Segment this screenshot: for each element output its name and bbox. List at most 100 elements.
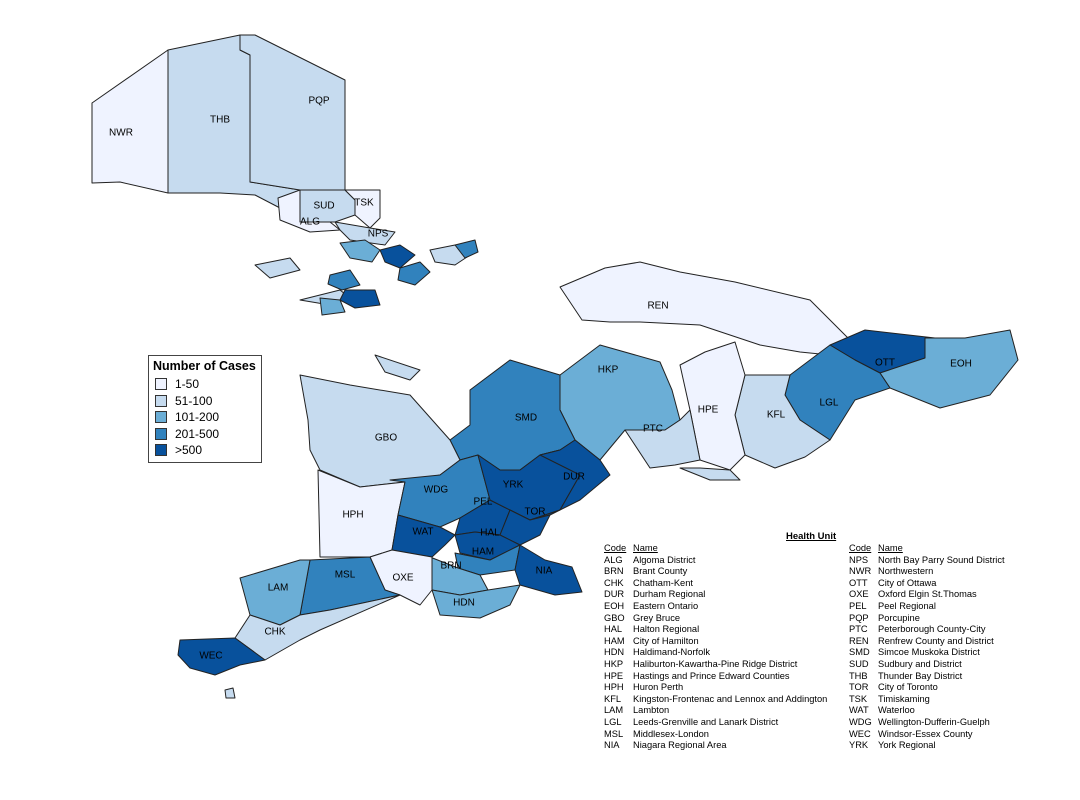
unit-name: Grey Bruce — [633, 612, 681, 623]
unit-name: Sudbury and District — [878, 658, 962, 669]
overview-region — [454, 239, 479, 259]
unit-name: Huron Perth — [633, 682, 684, 693]
region-label-pqp: PQP — [308, 96, 329, 107]
unit-name: Kingston-Frontenac and Lennox and Adding… — [633, 693, 828, 704]
unit-code: WEC — [849, 728, 871, 739]
legend-item: 1-50 — [153, 376, 257, 393]
overview-region — [397, 261, 431, 286]
region-label-eoh: EOH — [950, 359, 972, 370]
unit-code: NWR — [849, 566, 872, 577]
unit-code: OXE — [849, 589, 869, 600]
land-fragment — [374, 354, 421, 381]
table-row: PTC Peterborough County-City — [849, 624, 1005, 636]
region-label-lgl: LGL — [820, 398, 839, 409]
region-label-wec: WEC — [199, 651, 222, 662]
legend-swatch — [155, 444, 167, 457]
region-pqp — [239, 34, 346, 191]
unit-code: CHK — [604, 577, 624, 588]
legend-swatch — [155, 394, 167, 407]
unit-code: THB — [849, 670, 868, 681]
land-fragment — [224, 687, 236, 699]
region-label-nps: NPS — [368, 229, 389, 240]
unit-name: Niagara Regional Area — [633, 740, 727, 751]
unit-code: MSL — [604, 728, 624, 739]
legend-label: 101-200 — [175, 410, 220, 425]
overview-region — [327, 269, 361, 291]
map-legend: Number of Cases 1-50 51-100 101-200 201-500… — [148, 355, 262, 463]
unit-code: HPH — [604, 682, 624, 693]
unit-name: Durham Regional — [633, 589, 706, 600]
unit-code: DUR — [604, 589, 625, 600]
name-header: Name — [633, 543, 658, 553]
region-label-wat: WAT — [412, 527, 433, 538]
table-row: HAM City of Hamilton — [604, 636, 827, 648]
table-row: REN Renfrew County and District — [849, 636, 1005, 648]
unit-code: EOH — [604, 600, 625, 611]
region-alg — [277, 189, 341, 233]
table-row: EOH Eastern Ontario — [604, 601, 827, 613]
table-row: HDN Haldimand-Norfolk — [604, 647, 827, 659]
legend-item: 201-500 — [153, 426, 257, 443]
code-header: Code — [849, 543, 872, 553]
region-label-nia: NIA — [536, 566, 553, 577]
table-row: PEL Peel Regional — [849, 601, 1005, 613]
overview-region — [339, 289, 381, 309]
table-row: CHK Chatham-Kent — [604, 578, 827, 590]
legend-swatch — [155, 427, 167, 440]
unit-code: ALG — [604, 554, 623, 565]
unit-code: TSK — [849, 693, 868, 704]
region-ptc — [624, 409, 701, 469]
unit-name: North Bay Parry Sound District — [878, 554, 1005, 565]
region-label-ren: REN — [647, 301, 668, 312]
region-label-thb: THB — [210, 115, 230, 126]
code-header: Code — [604, 543, 627, 553]
table-row: TSK Timiskaming — [849, 694, 1005, 706]
region-nwr — [91, 49, 169, 194]
region-label-tsk: TSK — [354, 198, 374, 209]
unit-name: Algoma District — [633, 554, 696, 565]
unit-code: SMD — [849, 647, 870, 658]
table-row: GBO Grey Bruce — [604, 613, 827, 625]
region-label-brn: BRN — [440, 561, 461, 572]
unit-name: Haldimand-Norfolk — [633, 647, 710, 658]
health-unit-table-title: Health Unit — [786, 531, 837, 542]
region-label-kfl: KFL — [767, 410, 786, 421]
region-dur — [529, 439, 611, 521]
region-nia — [514, 544, 583, 596]
legend-item: 101-200 — [153, 409, 257, 426]
table-row: OXE Oxford Elgin St.Thomas — [849, 589, 1005, 601]
unit-name: Simcoe Muskoka District — [878, 647, 980, 658]
legend-item: >500 — [153, 442, 257, 459]
table-row: OTT City of Ottawa — [849, 578, 1005, 590]
unit-code: WDG — [849, 716, 872, 727]
table-row: KFL Kingston-Frontenac and Lennox and Add… — [604, 694, 827, 706]
unit-name: Waterloo — [878, 705, 915, 716]
region-label-hph: HPH — [342, 510, 363, 521]
legend-title: Number of Cases — [153, 359, 256, 373]
unit-code: NIA — [604, 740, 620, 751]
table-row: TOR City of Toronto — [849, 682, 1005, 694]
unit-name: Thunder Bay District — [878, 670, 963, 681]
land-fragment — [254, 257, 301, 279]
unit-name: Eastern Ontario — [633, 600, 699, 611]
unit-code: WAT — [849, 705, 869, 716]
unit-name: Oxford Elgin St.Thomas — [878, 589, 977, 600]
region-label-smd: SMD — [515, 413, 537, 424]
region-label-msl: MSL — [335, 570, 356, 581]
table-row: BRN Brant County — [604, 566, 827, 578]
unit-name: Porcupine — [878, 612, 920, 623]
table-row: YRK York Regional — [849, 740, 1005, 752]
region-label-ott: OTT — [875, 358, 895, 369]
unit-code: PTC — [849, 624, 868, 635]
unit-name: Leeds-Grenville and Lanark District — [633, 716, 779, 727]
table-row: NIA Niagara Regional Area — [604, 740, 827, 752]
legend-item: 51-100 — [153, 393, 257, 410]
unit-name: Halton Regional — [633, 624, 700, 635]
table-row: LGL Leeds-Grenville and Lanark District — [604, 717, 827, 729]
unit-code: NPS — [849, 554, 869, 565]
region-label-oxe: OXE — [392, 573, 413, 584]
region-gbo — [299, 374, 461, 488]
legend-swatch — [155, 411, 167, 424]
table-row: NPS North Bay Parry Sound District — [849, 555, 1005, 567]
